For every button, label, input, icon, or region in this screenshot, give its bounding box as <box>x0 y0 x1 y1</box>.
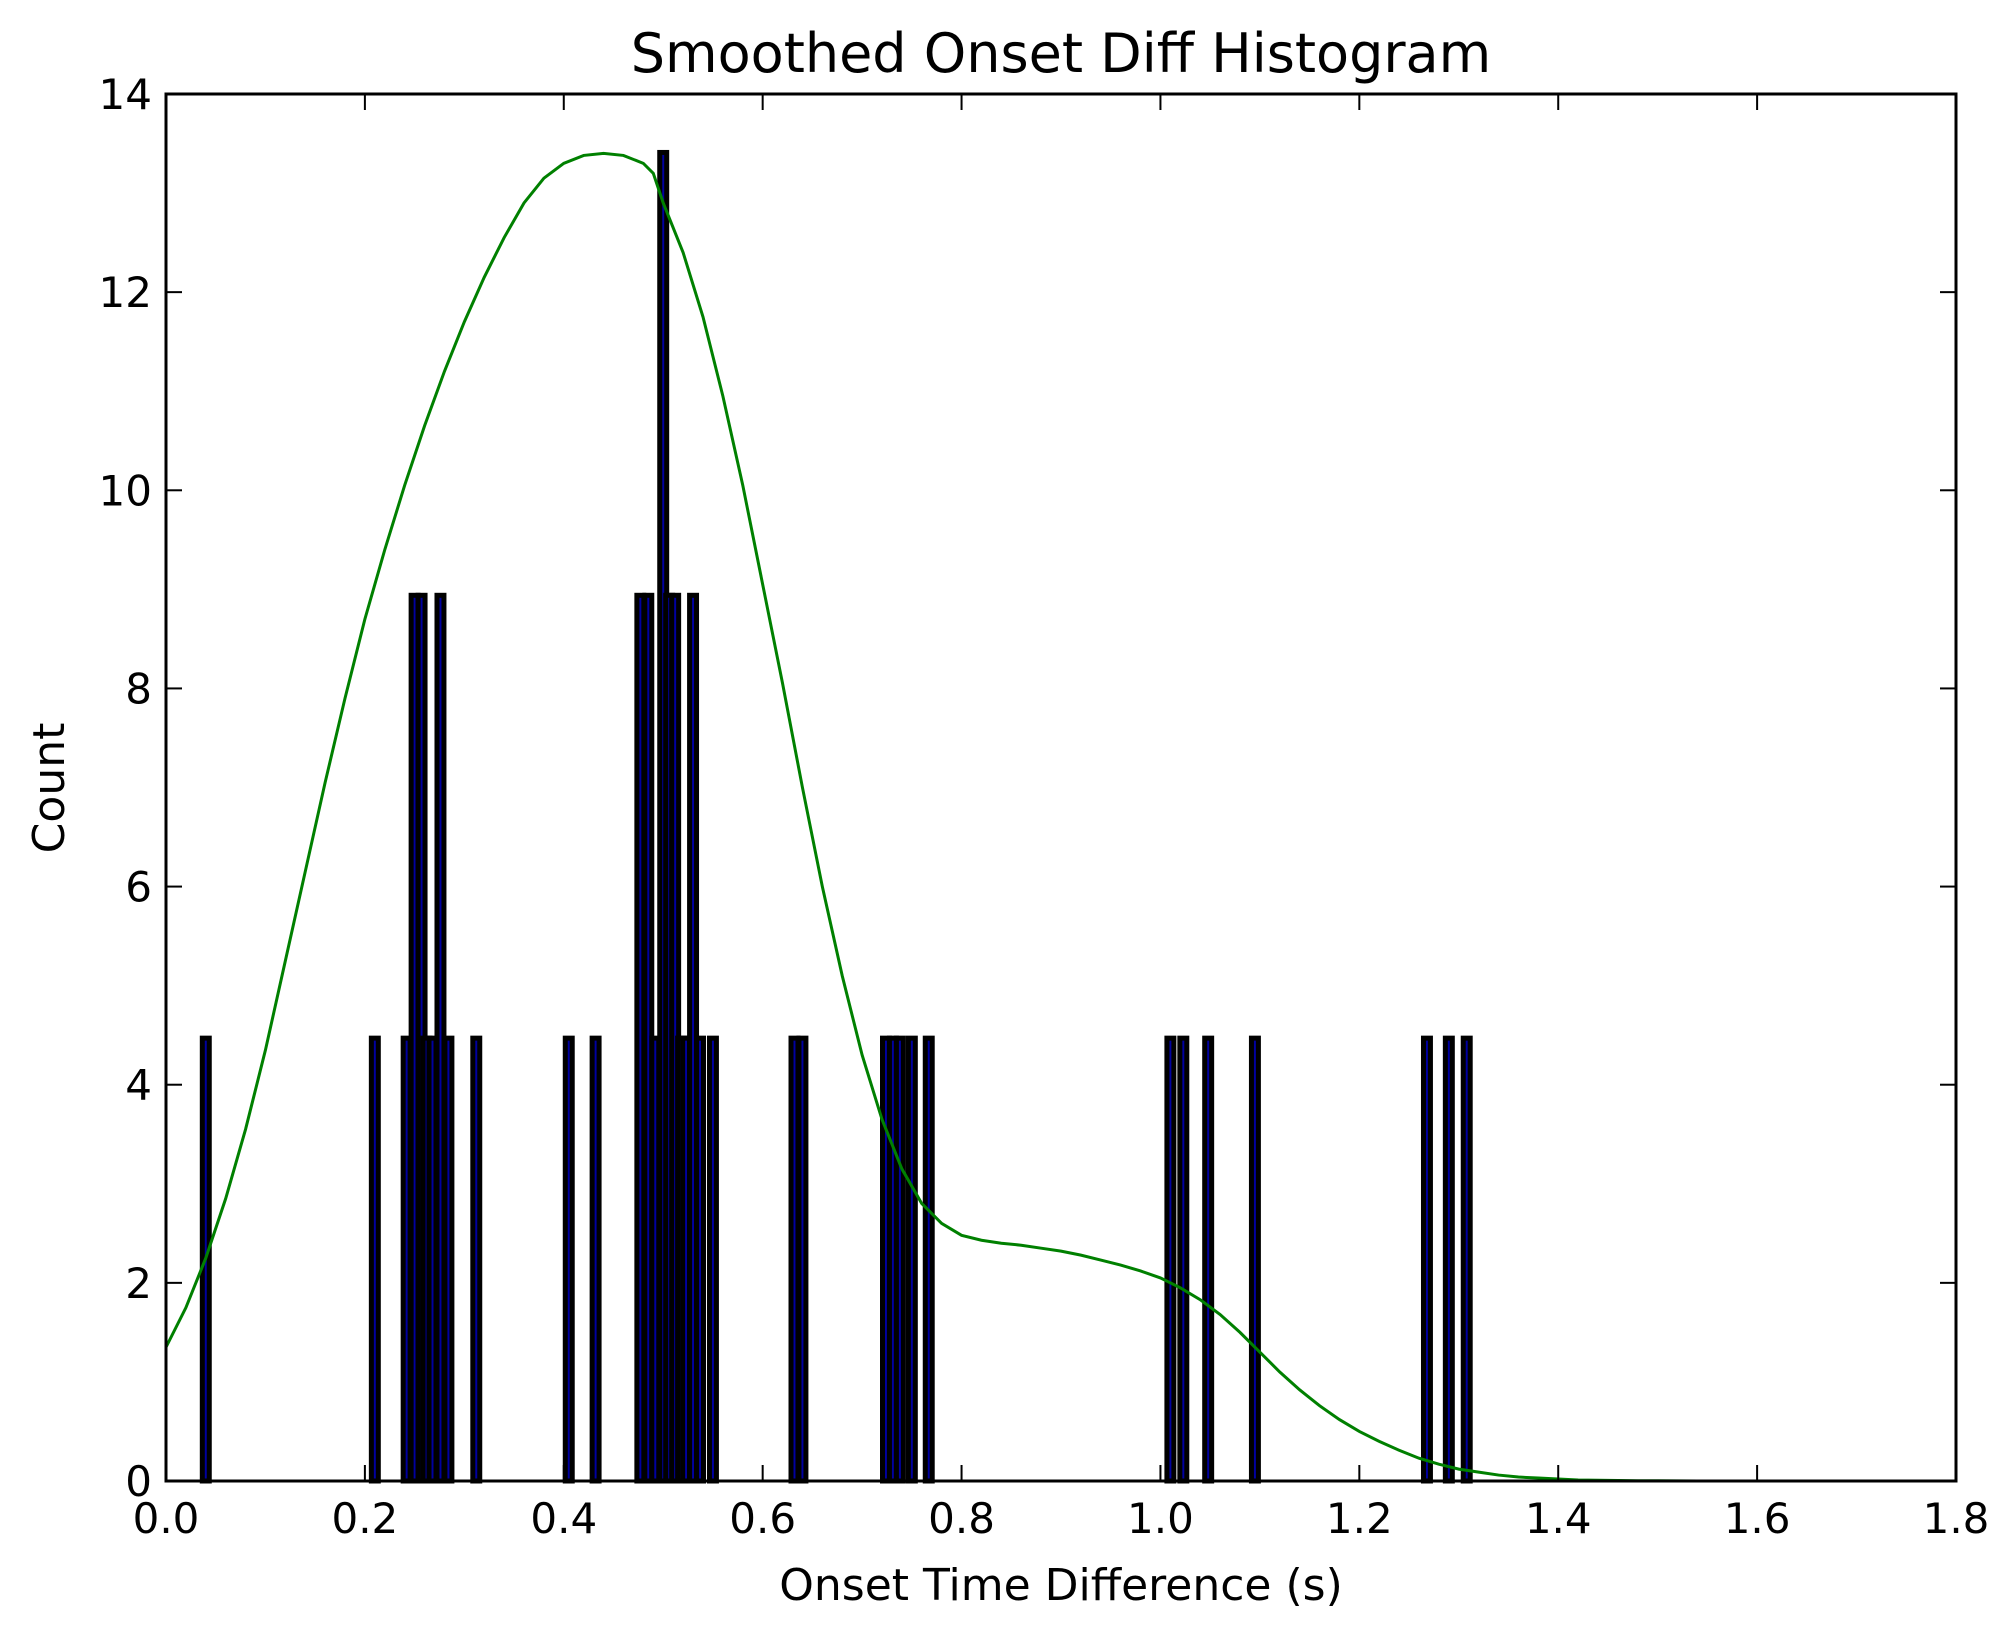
y-tick-label: 8 <box>125 664 152 713</box>
histogram-bar <box>1460 1035 1473 1484</box>
x-tick-label: 0.8 <box>928 1494 995 1543</box>
x-tick-label: 0.2 <box>331 1494 398 1543</box>
histogram-bar <box>368 1035 381 1484</box>
x-tick-label: 1.6 <box>1724 1494 1791 1543</box>
histogram-bars <box>199 149 1473 1484</box>
histogram-bar <box>1248 1035 1261 1484</box>
axis-ticks <box>165 93 1957 1482</box>
y-tick-labels: 0 2 4 6 8 10 12 14 <box>99 70 152 1506</box>
x-tick-label: 0.6 <box>729 1494 796 1543</box>
histogram-bar <box>1177 1035 1190 1484</box>
x-tick-label: 1.4 <box>1525 1494 1592 1543</box>
y-axis-label: Count <box>24 723 75 854</box>
x-tick-label: 0.0 <box>133 1494 200 1543</box>
histogram-bar <box>442 1035 455 1484</box>
y-tick-label: 2 <box>125 1259 152 1308</box>
histogram-bar <box>922 1035 935 1484</box>
x-axis-label: Onset Time Difference (s) <box>779 1560 1343 1611</box>
y-tick-label: 6 <box>125 863 152 912</box>
histogram-bar <box>589 1035 602 1484</box>
x-tick-label: 1.2 <box>1326 1494 1393 1543</box>
histogram-bar <box>1442 1035 1455 1484</box>
x-tick-labels: 0.0 0.2 0.4 0.6 0.8 1.0 1.2 1.4 1.6 1.8 <box>133 1494 1990 1543</box>
x-tick-label: 1.0 <box>1127 1494 1194 1543</box>
histogram-bar <box>893 1035 906 1484</box>
y-tick-label: 12 <box>99 268 152 317</box>
histogram-bar <box>694 1035 706 1484</box>
histogram-bar <box>905 1035 918 1484</box>
histogram-bar <box>470 1035 483 1484</box>
x-tick-label: 1.8 <box>1923 1494 1990 1543</box>
histogram-bar <box>706 1035 719 1484</box>
y-tick-label: 0 <box>125 1457 152 1506</box>
histogram-bar <box>796 1035 809 1484</box>
y-tick-label: 10 <box>99 466 152 515</box>
y-tick-label: 4 <box>125 1061 152 1110</box>
histogram-bar <box>1202 1035 1215 1484</box>
histogram-bar <box>1420 1035 1433 1484</box>
chart-title: Smoothed Onset Diff Histogram <box>631 22 1492 85</box>
x-tick-label: 0.4 <box>530 1494 597 1543</box>
plot-frame <box>164 92 1958 1483</box>
histogram-bar <box>1164 1035 1177 1484</box>
histogram-bar <box>562 1035 575 1484</box>
y-tick-label: 14 <box>99 70 152 119</box>
